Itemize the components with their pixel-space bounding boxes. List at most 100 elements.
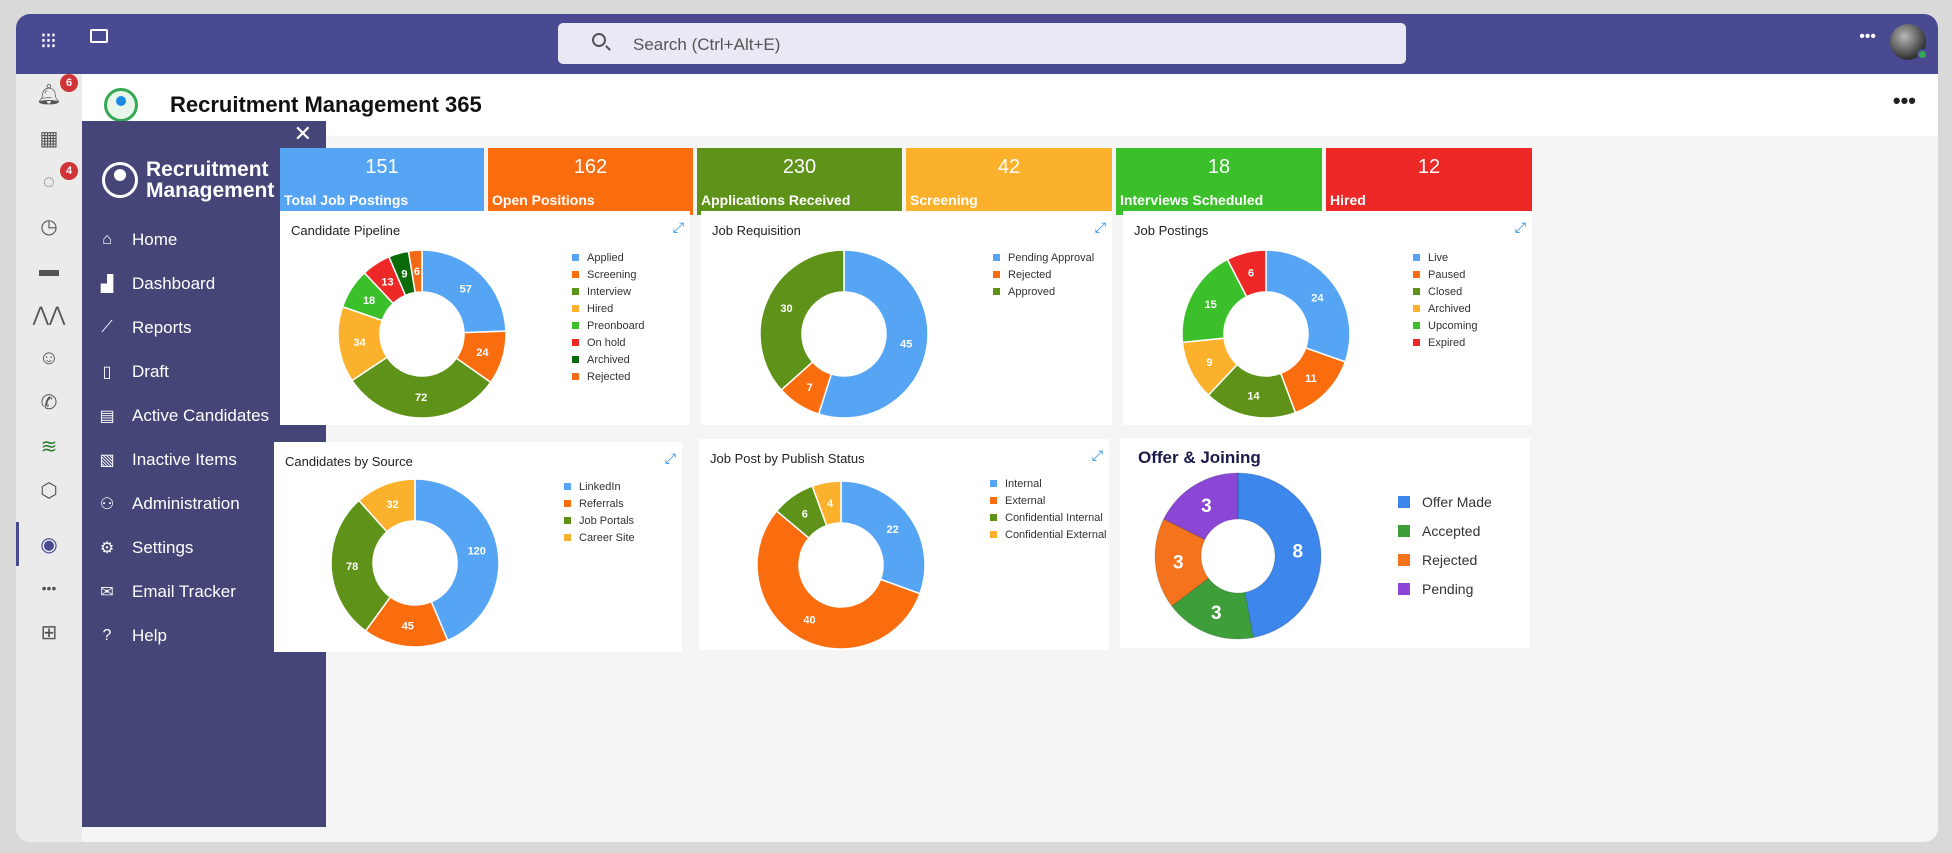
sidebar-item-label: Help [132, 626, 167, 645]
legend-swatch [572, 322, 579, 329]
sidebar-item-help[interactable]: ? Help [82, 614, 326, 658]
legend-label: Rejected [1008, 268, 1052, 281]
legend-item-external[interactable]: External [990, 492, 1107, 509]
chart-card-job-post-by-publish-status: Job Post by Publish Status ⤢ 22 40 6 4 Inte… [699, 439, 1109, 650]
legend-item-pending[interactable]: Pending [1398, 574, 1492, 603]
sidebar-item-email-tracker[interactable]: ✉ Email Tracker [82, 570, 326, 614]
chat-icon[interactable]: ◌ 4 [16, 162, 82, 202]
slice-rejected[interactable] [407, 249, 423, 294]
stat-card-hired[interactable]: 12 Hired [1326, 148, 1532, 215]
legend-item-rejected[interactable]: Rejected [993, 266, 1094, 283]
stat-card-total-job-postings[interactable]: 151 Total Job Postings [280, 148, 484, 215]
inactive-icon: ▧ [99, 452, 115, 469]
calendar-icon[interactable]: ▬ [39, 258, 59, 281]
header-more-icon[interactable]: ••• [1892, 88, 1916, 113]
stat-card-screening[interactable]: 42 Screening [906, 148, 1112, 215]
clock-icon[interactable]: ◷ [40, 215, 58, 238]
legend-label: On hold [587, 336, 626, 349]
more-icon[interactable]: ••• [1859, 28, 1876, 45]
legend-label: Live [1428, 251, 1449, 264]
slice-approved[interactable] [759, 249, 845, 391]
slice-interview[interactable] [350, 356, 492, 419]
legend-item-archived[interactable]: Archived [1413, 300, 1478, 317]
chart-legend: Live Paused Closed Archived Upcoming Expired [1413, 249, 1478, 351]
sidebar-item-label: Administration [132, 494, 240, 513]
slice-job-portals[interactable] [330, 499, 392, 633]
search-input[interactable]: Search (Ctrl+Alt+E) [558, 23, 1406, 64]
legend-swatch [993, 271, 1000, 278]
legend-item-referrals[interactable]: Referrals [564, 495, 635, 512]
money-icon[interactable]: ≋ [40, 435, 58, 458]
sidebar-item-home[interactable]: ⌂ Home [82, 218, 326, 262]
slice-confidential-external[interactable] [811, 480, 842, 527]
legend-item-career-site[interactable]: Career Site [564, 529, 635, 546]
data-label-live: 24 [1311, 293, 1324, 305]
legend-item-closed[interactable]: Closed [1413, 283, 1478, 300]
phone-icon[interactable]: ✆ [40, 391, 58, 414]
legend-item-expired[interactable]: Expired [1413, 334, 1478, 351]
expand-icon[interactable]: ⤢ [1091, 447, 1103, 463]
legend-item-preonboard[interactable]: Preonboard [572, 317, 645, 334]
slice-live[interactable] [1265, 249, 1351, 363]
more-apps-icon[interactable]: ••• [41, 580, 57, 596]
legend-item-confidential-internal[interactable]: Confidential Internal [990, 509, 1107, 526]
chart-card-offer-joining: Offer & Joining 8 3 3 3 Offer Made Accepted R… [1120, 438, 1530, 648]
slice-pending-approval[interactable] [817, 249, 929, 419]
slice-accepted[interactable] [1171, 577, 1254, 640]
close-icon[interactable]: ✕ [293, 121, 312, 146]
person-icon[interactable]: ☺ [38, 346, 60, 369]
expand-icon[interactable]: ⤢ [664, 450, 676, 466]
sidebar-item-dashboard[interactable]: ▟ Dashboard [82, 262, 326, 306]
legend-item-approved[interactable]: Approved [993, 283, 1094, 300]
sidebar-item-settings[interactable]: ⚙ Settings [82, 526, 326, 570]
app-logo [104, 88, 138, 122]
slice-career-site[interactable] [357, 478, 416, 533]
slice-offer-made[interactable] [1237, 472, 1322, 639]
stat-card-interviews-scheduled[interactable]: 18 Interviews Scheduled [1116, 148, 1322, 215]
legend-item-linkedin[interactable]: LinkedIn [564, 478, 635, 495]
legend-item-rejected[interactable]: Rejected [572, 368, 645, 385]
stat-card-open-positions[interactable]: 162 Open Positions [488, 148, 693, 215]
legend-item-internal[interactable]: Internal [990, 475, 1107, 492]
slice-linkedin[interactable] [414, 478, 500, 642]
add-app-icon[interactable]: ⊞ [40, 621, 58, 644]
legend-item-archived[interactable]: Archived [572, 351, 645, 368]
legend-item-screening[interactable]: Screening [572, 266, 645, 283]
apps-icon[interactable]: ⋀⋀ [32, 303, 66, 326]
legend-item-hired[interactable]: Hired [572, 300, 645, 317]
legend-label: Accepted [1422, 522, 1481, 539]
app-launcher-icon[interactable]: ⁝⁝⁝ [40, 28, 57, 53]
slice-external[interactable] [756, 509, 921, 650]
legend-item-paused[interactable]: Paused [1413, 266, 1478, 283]
legend-item-job-portals[interactable]: Job Portals [564, 512, 635, 529]
legend-item-upcoming[interactable]: Upcoming [1413, 317, 1478, 334]
data-label-confidential-internal: 6 [802, 508, 808, 520]
legend-item-live[interactable]: Live [1413, 249, 1478, 266]
notifications-icon[interactable]: 🔔︎ 6 [16, 74, 82, 114]
legend-item-offer-made[interactable]: Offer Made [1398, 487, 1492, 516]
sidebar-item-active-candidates[interactable]: ▤ Active Candidates [82, 394, 326, 438]
legend-item-rejected[interactable]: Rejected [1398, 545, 1492, 574]
calendar-grid-icon[interactable]: ▦ [39, 127, 59, 150]
legend-item-applied[interactable]: Applied [572, 249, 645, 266]
slice-applied[interactable] [421, 249, 507, 334]
slice-pending[interactable] [1163, 472, 1239, 541]
expand-icon[interactable]: ⤢ [1094, 219, 1106, 235]
copilot-icon[interactable]: ⬡ [40, 479, 58, 502]
legend-swatch [1413, 271, 1420, 278]
recruitment-app-icon[interactable]: ◉ [40, 533, 58, 556]
slice-expired[interactable] [1226, 249, 1267, 298]
legend-item-confidential-external[interactable]: Confidential External [990, 526, 1107, 543]
stat-card-applications-received[interactable]: 230 Applications Received [697, 148, 902, 215]
slice-rejected[interactable] [1154, 518, 1210, 607]
expand-icon[interactable]: ⤢ [1514, 219, 1526, 235]
legend-item-pending-approval[interactable]: Pending Approval [993, 249, 1094, 266]
legend-item-interview[interactable]: Interview [572, 283, 645, 300]
sidebar-item-draft[interactable]: ▯ Draft [82, 350, 326, 394]
sidebar-toggle-icon[interactable] [90, 29, 108, 43]
slice-internal[interactable] [840, 480, 926, 595]
expand-icon[interactable]: ⤢ [672, 219, 684, 235]
legend-item-on-hold[interactable]: On hold [572, 334, 645, 351]
legend-item-accepted[interactable]: Accepted [1398, 516, 1492, 545]
avatar[interactable] [1890, 24, 1928, 60]
